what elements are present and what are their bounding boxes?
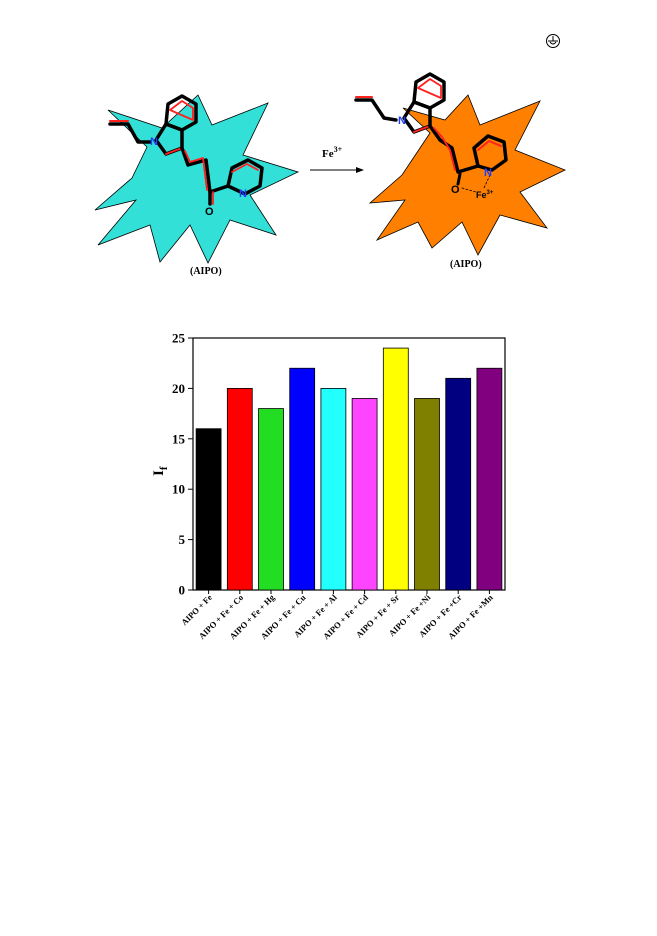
left-molecule xyxy=(108,94,264,206)
plot-frame xyxy=(192,337,506,591)
reaction-scheme: N N O (AIPO) Fe3+ N N O Fe3+ (AIPO) xyxy=(94,72,566,277)
complex-ion-label: Fe3+ xyxy=(476,190,494,200)
y-tick-label: 10 xyxy=(172,482,185,497)
bar-0 xyxy=(195,428,222,591)
y-axis-ticks: 0 5 10 15 20 25 xyxy=(172,331,193,598)
bar-5 xyxy=(351,398,378,591)
y-tick-label: 5 xyxy=(179,532,186,547)
right-nitrogen-indole: N xyxy=(398,115,406,127)
bar-1 xyxy=(226,387,253,591)
circled-glyph-icon xyxy=(546,34,560,48)
y-tick-label: 20 xyxy=(172,381,185,396)
left-nitrogen-indole: N xyxy=(150,136,158,148)
reaction-arrow-label: Fe3+ xyxy=(322,145,343,160)
bar-2 xyxy=(258,408,284,591)
right-molecule xyxy=(354,72,508,193)
bar-8 xyxy=(445,377,472,591)
left-oxygen: O xyxy=(205,206,214,218)
bar-3 xyxy=(289,367,316,591)
bar-9 xyxy=(476,367,503,591)
bar-4 xyxy=(320,387,347,591)
right-oxygen: O xyxy=(451,184,460,196)
right-nitrogen-pyridine: N xyxy=(484,167,492,179)
left-compound-label: (AIPO) xyxy=(190,266,222,277)
y-tick-label: 15 xyxy=(172,431,186,446)
right-compound-label: (AIPO) xyxy=(450,259,482,270)
bars-group xyxy=(195,347,503,591)
left-star-shape xyxy=(94,94,300,264)
reaction-arrow-head xyxy=(356,167,364,173)
left-nitrogen-pyridine: N xyxy=(239,188,247,200)
y-axis-label: If xyxy=(151,466,170,476)
right-star-shape xyxy=(368,94,566,256)
bar-6 xyxy=(382,347,409,591)
y-tick-label: 0 xyxy=(179,583,186,598)
bar-7 xyxy=(414,398,440,591)
y-tick-label: 25 xyxy=(172,331,186,346)
